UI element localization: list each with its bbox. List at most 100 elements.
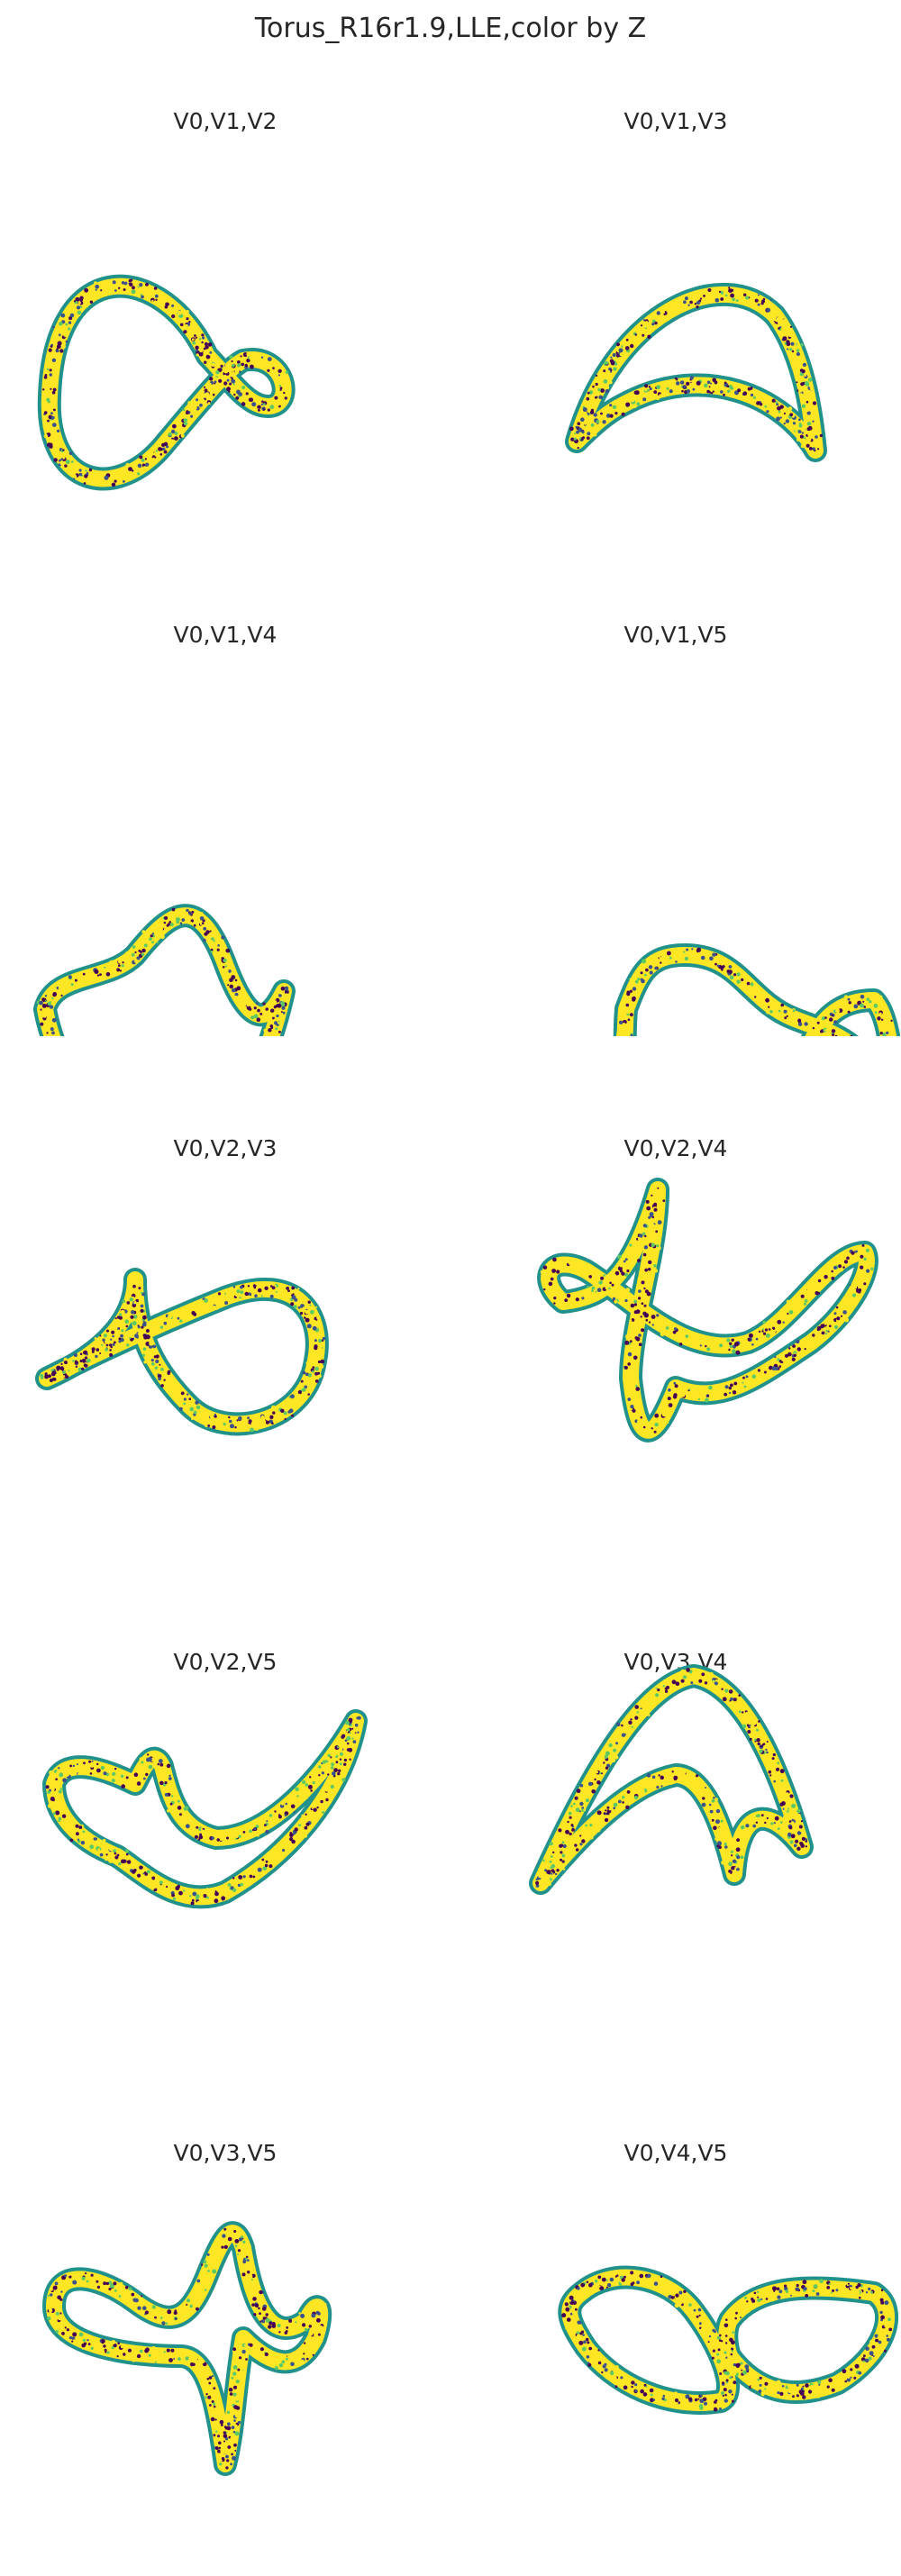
scatter-point [648,1781,652,1785]
scatter-point [339,1734,341,1737]
scatter-point [160,291,163,294]
scatter-point [849,1284,851,1287]
scatter-point [82,1358,86,1362]
scatter-point [855,995,860,1000]
scatter-point [653,2276,659,2281]
scatter-point [675,1681,680,1686]
scatter-point [141,948,146,953]
scatter-point [732,1349,736,1354]
scatter-point [588,2346,592,2351]
scatter-point [357,1731,359,1734]
scatter-point [141,295,144,299]
scatter-point [630,1033,633,1036]
scatter-point [253,1827,257,1831]
scatter-point [604,1281,606,1284]
scatter-point [188,321,191,323]
scatter-point [754,996,757,998]
scatter-point [55,1778,58,1780]
scatter-point [56,348,59,350]
scatter-point [205,1888,210,1892]
scatter-point [180,1391,185,1396]
scatter-point [552,1257,557,1262]
scatter-point [76,1832,79,1836]
scatter-point [111,2346,114,2350]
scatter-point [673,953,678,959]
scatter-point [651,1427,653,1430]
scatter-point [186,310,189,314]
scatter-point [95,1354,98,1359]
scatter-point [660,1776,664,1780]
scatter-point [232,1888,237,1892]
scatter-point [591,1789,596,1794]
scatter-point [96,1762,99,1766]
scatter-point [139,1865,143,1870]
scatter-point [141,458,145,462]
scatter-point [774,1356,777,1359]
scatter-point [49,1378,54,1383]
scatter-point [587,413,590,415]
scatter-point [357,1716,361,1720]
scatter-point [104,1340,108,1343]
band-fill [569,286,824,459]
scatter-point [86,2339,89,2342]
scatter-point [747,1730,751,1734]
scatter-point [154,456,157,459]
scatter-point [314,1379,319,1383]
scatter-point [684,956,689,961]
subplot-v0-v2-v5: V0,V2,V5 [0,1559,450,2063]
scatter-point [133,1865,137,1869]
scatter-point [783,412,786,414]
scatter-point [564,2302,569,2307]
scatter-point [732,1862,735,1867]
scatter-point [214,2418,217,2421]
scatter-point [759,1749,763,1753]
scatter-point [284,396,287,400]
scatter-point [617,1254,622,1260]
scatter-point [701,378,705,381]
scatter-point [735,299,739,302]
scatter-point [678,1343,683,1346]
scatter-point [59,1366,65,1371]
scatter-point [280,1011,283,1014]
scatter-point [618,1806,623,1809]
scatter-point [831,1270,833,1273]
scatter-point [300,1379,304,1383]
scatter-point [78,469,82,472]
scatter-point [183,1311,187,1315]
scatter-point [885,2328,887,2331]
scatter-point [753,2378,757,2380]
scatter-point [50,415,55,420]
scatter-point [851,1293,857,1297]
scatter-point [273,2317,277,2321]
scatter-point [638,1425,642,1428]
scatter-point [59,1772,64,1778]
scatter-point [252,1284,257,1288]
scatter-point [733,2380,737,2385]
scatter-point [587,391,590,395]
scatter-point [624,1298,628,1303]
scatter-point [605,1751,610,1756]
scatter-point [587,409,591,413]
scatter-point [647,1714,651,1716]
scatter-point [590,423,595,427]
scatter-point [700,389,705,395]
scatter-point [227,1299,230,1302]
scatter-point [162,447,166,451]
scatter-point [569,1844,573,1849]
scatter-point [749,2303,754,2308]
scatter-point [620,398,623,401]
scatter-point [657,1418,660,1422]
scatter-point [175,2317,177,2320]
scatter-point [761,1330,764,1333]
scatter-point [340,1772,343,1776]
scatter-point [254,1294,258,1297]
scatter-point [232,383,235,386]
scatter-point [733,2362,737,2367]
scatter-point [732,297,736,302]
scatter-point [226,387,231,392]
scatter-point [167,2309,172,2315]
scatter-point [104,966,106,969]
scatter-point [177,1316,180,1320]
scatter-point [99,1352,102,1354]
scatter-point [758,2389,762,2393]
